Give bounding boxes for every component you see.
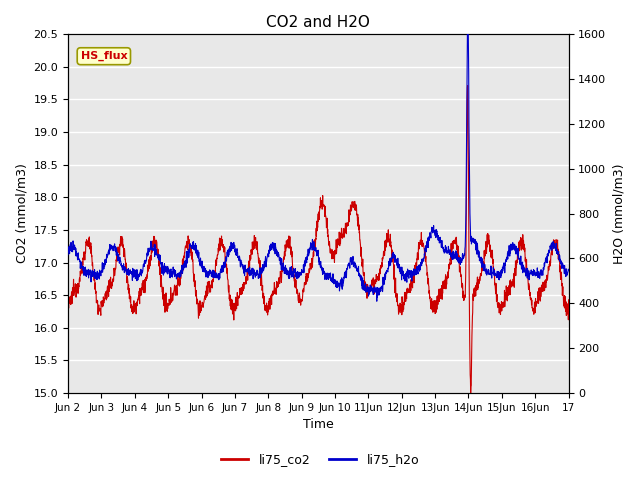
Legend: li75_co2, li75_h2o: li75_co2, li75_h2o [216,448,424,471]
Y-axis label: H2O (mmol/m3): H2O (mmol/m3) [612,163,625,264]
X-axis label: Time: Time [303,419,333,432]
Title: CO2 and H2O: CO2 and H2O [266,15,371,30]
Text: HS_flux: HS_flux [81,51,127,61]
Y-axis label: CO2 (mmol/m3): CO2 (mmol/m3) [15,164,28,264]
